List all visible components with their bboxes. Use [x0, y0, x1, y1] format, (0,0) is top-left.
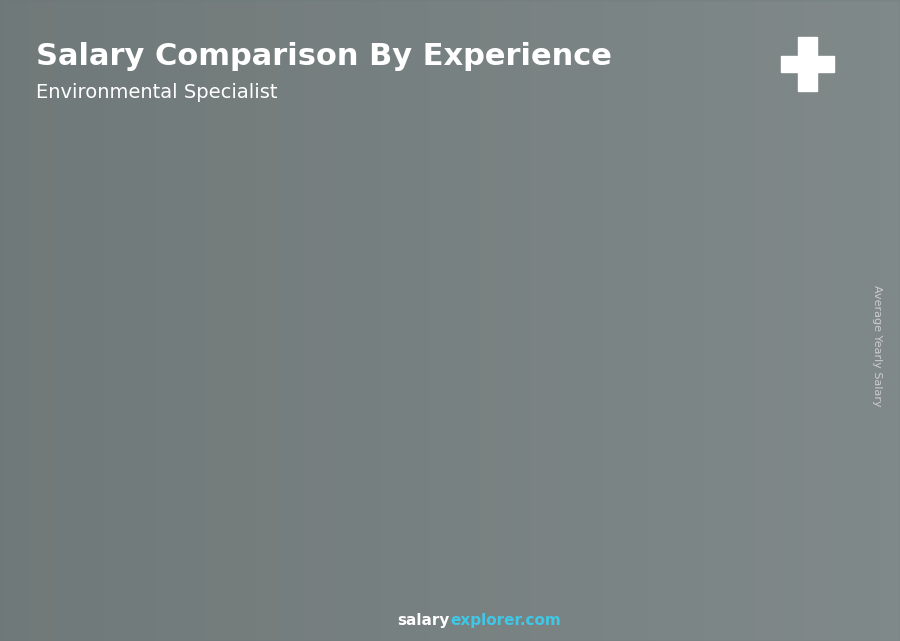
Text: salary: salary	[398, 613, 450, 628]
Polygon shape	[383, 285, 400, 558]
Polygon shape	[690, 171, 770, 180]
Bar	[798, 37, 817, 91]
Text: 51,100 CHF: 51,100 CHF	[0, 438, 59, 452]
Text: Average Yearly Salary: Average Yearly Salary	[872, 285, 883, 407]
Polygon shape	[631, 199, 646, 558]
Polygon shape	[754, 171, 770, 558]
Polygon shape	[507, 228, 523, 558]
Polygon shape	[136, 415, 152, 558]
Text: 68,300 CHF: 68,300 CHF	[108, 393, 189, 407]
Text: +9%: +9%	[510, 127, 567, 147]
Polygon shape	[443, 228, 523, 238]
Text: Environmental Specialist: Environmental Specialist	[36, 83, 277, 103]
Polygon shape	[566, 199, 646, 209]
Bar	[781, 56, 834, 72]
Polygon shape	[443, 238, 507, 558]
Text: Salary Comparison By Experience: Salary Comparison By Experience	[36, 42, 612, 71]
Text: 101,000 CHF: 101,000 CHF	[223, 308, 313, 322]
Text: explorer.com: explorer.com	[450, 613, 561, 628]
Polygon shape	[260, 370, 275, 558]
Polygon shape	[195, 380, 260, 558]
Polygon shape	[320, 295, 383, 558]
Text: +8%: +8%	[634, 106, 690, 126]
Text: 134,000 CHF: 134,000 CHF	[471, 222, 560, 237]
Polygon shape	[72, 425, 136, 558]
Text: 145,000 CHF: 145,000 CHF	[609, 194, 698, 208]
Polygon shape	[320, 285, 400, 295]
Text: +34%: +34%	[120, 270, 191, 290]
Text: 123,000 CHF: 123,000 CHF	[347, 251, 436, 265]
Text: +48%: +48%	[249, 204, 321, 224]
Polygon shape	[195, 370, 275, 380]
Polygon shape	[566, 209, 631, 558]
Polygon shape	[690, 180, 754, 558]
Polygon shape	[72, 415, 152, 425]
Text: +22%: +22%	[375, 153, 447, 172]
